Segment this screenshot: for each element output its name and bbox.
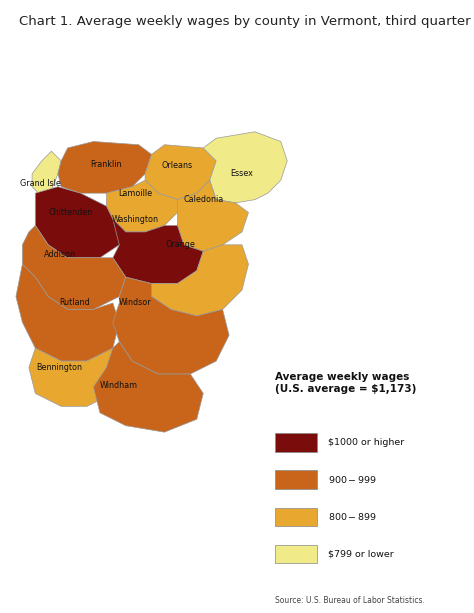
Text: Franklin: Franklin <box>91 159 122 169</box>
Polygon shape <box>22 226 126 310</box>
FancyBboxPatch shape <box>275 433 317 452</box>
FancyBboxPatch shape <box>275 508 317 526</box>
Polygon shape <box>106 180 177 232</box>
Text: Lamoille: Lamoille <box>118 189 153 197</box>
Polygon shape <box>16 264 119 361</box>
Text: Chart 1. Average weekly wages by county in Vermont, third quarter 2020: Chart 1. Average weekly wages by county … <box>19 15 474 28</box>
Text: Bennington: Bennington <box>36 363 82 372</box>
Text: Orange: Orange <box>166 240 196 249</box>
Text: $1000 or higher: $1000 or higher <box>328 438 404 447</box>
Polygon shape <box>113 277 229 374</box>
Text: $799 or lower: $799 or lower <box>328 550 394 558</box>
Text: Essex: Essex <box>230 169 254 178</box>
FancyBboxPatch shape <box>275 470 317 489</box>
Polygon shape <box>203 132 287 203</box>
Polygon shape <box>36 187 126 257</box>
Text: Chittenden: Chittenden <box>49 208 93 217</box>
FancyBboxPatch shape <box>275 545 317 563</box>
Text: Average weekly wages
(U.S. average = $1,173): Average weekly wages (U.S. average = $1,… <box>275 373 416 394</box>
Text: Grand Isle: Grand Isle <box>20 179 61 188</box>
Text: Rutland: Rutland <box>59 299 90 308</box>
Text: Caledonia: Caledonia <box>183 195 223 204</box>
Text: Windham: Windham <box>100 381 138 390</box>
Polygon shape <box>145 145 216 200</box>
Polygon shape <box>93 341 203 432</box>
Text: Orleans: Orleans <box>162 161 193 170</box>
Polygon shape <box>32 151 61 193</box>
Polygon shape <box>177 180 248 251</box>
Polygon shape <box>152 245 248 316</box>
Text: Windsor: Windsor <box>119 299 152 308</box>
Polygon shape <box>113 219 203 284</box>
Text: $800 - $899: $800 - $899 <box>328 511 377 522</box>
Text: Addison: Addison <box>44 250 75 259</box>
Text: $900 - $999: $900 - $999 <box>328 474 377 485</box>
Text: Washington: Washington <box>112 215 159 224</box>
Text: Source: U.S. Bureau of Labor Statistics.: Source: U.S. Bureau of Labor Statistics. <box>275 596 425 605</box>
Polygon shape <box>58 142 152 193</box>
Polygon shape <box>29 348 119 406</box>
